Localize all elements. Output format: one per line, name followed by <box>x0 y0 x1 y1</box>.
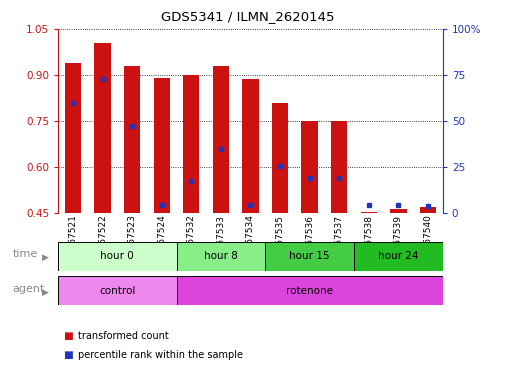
Bar <box>212 66 229 213</box>
Bar <box>271 103 288 213</box>
Bar <box>389 209 406 213</box>
Text: ▶: ▶ <box>42 288 49 297</box>
Text: ■: ■ <box>63 350 73 360</box>
Text: percentile rank within the sample: percentile rank within the sample <box>78 350 243 360</box>
Bar <box>58 242 176 271</box>
Text: hour 8: hour 8 <box>204 251 237 262</box>
Bar <box>242 79 258 213</box>
Bar <box>65 63 81 213</box>
Text: agent: agent <box>13 284 45 294</box>
Text: ▶: ▶ <box>42 253 49 262</box>
Bar <box>176 276 442 305</box>
Text: transformed count: transformed count <box>78 331 169 341</box>
Bar <box>176 242 265 271</box>
Bar <box>330 121 346 213</box>
Bar <box>354 242 442 271</box>
Text: time: time <box>13 249 38 260</box>
Bar <box>301 121 317 213</box>
Bar <box>124 66 140 213</box>
Bar <box>94 43 111 213</box>
Bar <box>360 212 376 213</box>
Bar <box>265 242 354 271</box>
Text: ■: ■ <box>63 331 73 341</box>
Text: hour 15: hour 15 <box>289 251 329 262</box>
Bar <box>154 78 170 213</box>
Text: hour 0: hour 0 <box>100 251 134 262</box>
Text: hour 24: hour 24 <box>377 251 418 262</box>
Text: control: control <box>99 286 135 296</box>
Bar <box>183 75 199 213</box>
Bar <box>419 207 435 213</box>
Text: rotenone: rotenone <box>285 286 332 296</box>
Bar <box>58 276 176 305</box>
Text: GDS5341 / ILMN_2620145: GDS5341 / ILMN_2620145 <box>161 10 334 23</box>
